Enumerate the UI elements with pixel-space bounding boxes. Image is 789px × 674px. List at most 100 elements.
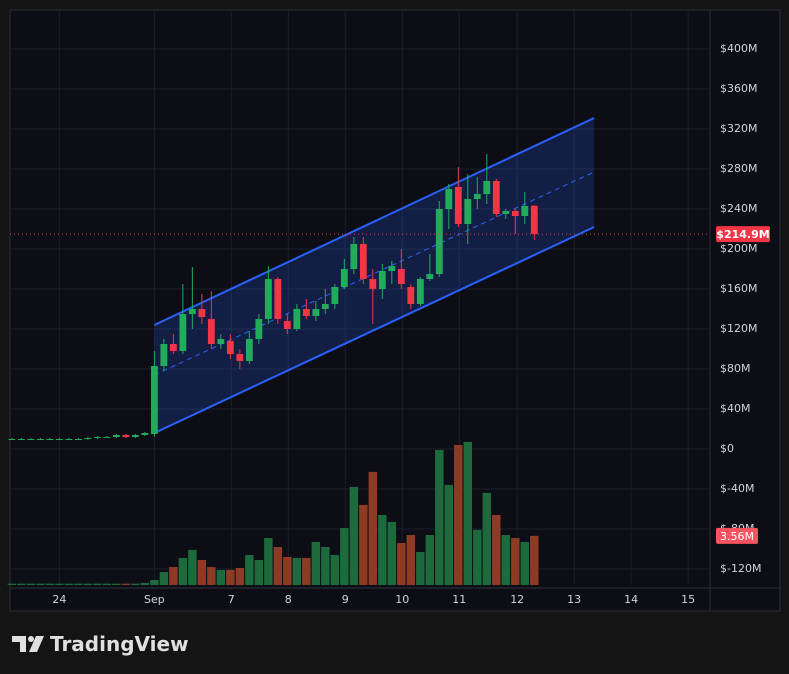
candle-body xyxy=(36,439,44,440)
candle-body xyxy=(65,439,73,440)
volume-bar xyxy=(349,486,359,585)
candle-body xyxy=(397,269,405,284)
brand: TradingView xyxy=(12,632,189,656)
x-tick-label: 14 xyxy=(624,593,638,606)
candle-body xyxy=(27,439,35,440)
candle-body xyxy=(388,266,396,271)
y-tick-label: $400M xyxy=(720,42,758,55)
x-tick-label: 15 xyxy=(681,593,695,606)
volume-bar xyxy=(302,557,311,585)
channel-upper xyxy=(153,117,595,326)
volume-bar xyxy=(93,583,102,585)
volume-bar xyxy=(45,583,55,585)
volume-bar xyxy=(159,572,169,585)
candle-body xyxy=(359,244,367,279)
y-tick-label: $280M xyxy=(720,162,758,175)
volume-bar xyxy=(197,560,207,585)
x-tick-label: 12 xyxy=(510,593,524,606)
volume-tag xyxy=(716,527,758,544)
candle-body xyxy=(274,279,282,319)
candle-body xyxy=(150,366,158,434)
x-tick-label: 9 xyxy=(342,593,349,606)
candle-body xyxy=(511,211,519,216)
candle-body xyxy=(226,341,234,354)
last-price-tag xyxy=(716,226,770,243)
candle-body xyxy=(502,211,510,214)
candle-body xyxy=(331,287,339,304)
candle-body xyxy=(122,435,130,437)
volume-bar xyxy=(378,514,387,585)
candle-body xyxy=(236,354,244,361)
candle-body xyxy=(103,437,111,438)
candle-body xyxy=(141,433,149,435)
volume-bar xyxy=(178,557,188,585)
candle-body xyxy=(312,309,320,316)
volume-bar xyxy=(245,555,254,585)
candle-body xyxy=(131,435,139,437)
volume-bar xyxy=(530,535,539,585)
y-tick-label: $-120M xyxy=(720,562,761,575)
candle-body xyxy=(245,339,253,361)
candle-body xyxy=(340,269,348,287)
y-tick-label: $40M xyxy=(720,402,751,415)
volume-bar xyxy=(55,583,64,585)
candle-body xyxy=(188,309,196,314)
candle-body xyxy=(483,181,491,194)
candle-body xyxy=(426,274,434,279)
candle-body xyxy=(492,181,500,214)
candle-body xyxy=(416,279,424,304)
candle-body xyxy=(17,439,25,440)
candle-body xyxy=(521,206,529,216)
y-tick-label: $0 xyxy=(720,442,734,455)
volume-bar xyxy=(273,547,283,585)
candle-body xyxy=(473,194,481,199)
last-price-label: $214.9M xyxy=(716,228,769,241)
volume-bar xyxy=(368,471,378,585)
candle-body xyxy=(369,279,377,289)
volume-bar xyxy=(501,535,511,585)
y-tick-label: $80M xyxy=(720,362,751,375)
candle-body xyxy=(112,435,120,437)
candle-body xyxy=(198,309,206,317)
y-tick-label: $160M xyxy=(720,282,758,295)
volume-bar xyxy=(121,583,131,585)
volume-bar xyxy=(292,557,302,585)
candle-body xyxy=(321,304,329,309)
volume-bar xyxy=(283,556,292,585)
volume-bar xyxy=(511,538,520,585)
volume-bar xyxy=(64,583,74,585)
candle-body xyxy=(169,344,177,351)
volume-bar xyxy=(216,569,226,585)
volume-bar xyxy=(235,568,245,585)
candle-body xyxy=(293,309,301,329)
volume-bar xyxy=(254,560,264,585)
candle-body xyxy=(207,319,215,344)
candle-body xyxy=(445,189,453,209)
candle-body xyxy=(160,344,168,366)
volume-bar xyxy=(74,583,83,585)
y-tick-label: $320M xyxy=(720,122,758,135)
candle-body xyxy=(55,439,63,440)
volume-bar xyxy=(387,521,397,585)
volume-bar xyxy=(321,547,330,585)
volume-bar xyxy=(435,449,444,585)
x-tick-label: 24 xyxy=(52,593,66,606)
y-tick-label: $240M xyxy=(720,202,758,215)
x-tick-label: 13 xyxy=(567,593,581,606)
candle-body xyxy=(464,199,472,224)
volume-bar xyxy=(492,514,501,585)
candle-body xyxy=(378,271,386,289)
volume-bar xyxy=(340,527,349,585)
candle-body xyxy=(530,205,538,235)
y-tick-label: $-40M xyxy=(720,482,754,495)
volume-bar xyxy=(463,441,473,585)
candle-body xyxy=(46,439,54,440)
volume-bar xyxy=(140,582,150,585)
volume-bar xyxy=(406,535,416,585)
volume-bar xyxy=(311,541,321,585)
candle-body xyxy=(84,438,92,439)
volume-bar xyxy=(36,583,45,585)
volume-bar xyxy=(397,543,406,585)
volume-bar xyxy=(7,583,17,585)
